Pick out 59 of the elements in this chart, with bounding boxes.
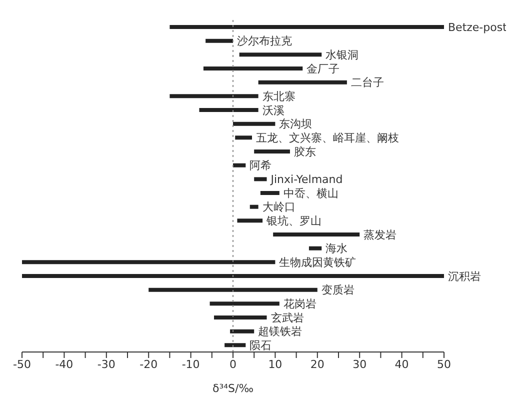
bar bbox=[250, 204, 258, 209]
x-tick-label: -50 bbox=[13, 358, 31, 371]
x-tick-label: 20 bbox=[310, 358, 324, 371]
bar bbox=[260, 191, 280, 195]
bar bbox=[170, 25, 444, 29]
x-tick-label: 0 bbox=[230, 358, 236, 371]
y-tick-label: 五龙、文兴寨、峪耳崖、阚枝 bbox=[256, 132, 399, 145]
y-tick-label: 沉积岩 bbox=[448, 270, 481, 283]
bar bbox=[233, 122, 276, 126]
y-tick-label: 陨石 bbox=[250, 339, 272, 352]
bar bbox=[199, 108, 258, 112]
bar bbox=[210, 302, 280, 306]
y-tick-label: 水银洞 bbox=[326, 48, 359, 62]
bar bbox=[206, 38, 233, 43]
y-tick-label: 胶东 bbox=[294, 145, 316, 158]
y-tick-label: 玄武岩 bbox=[270, 311, 304, 324]
y-tick-label: 花岗岩 bbox=[283, 298, 316, 311]
y-tick-label: 东北寨 bbox=[262, 90, 296, 104]
x-tick-label: 30 bbox=[352, 358, 367, 371]
y-tick-label: 超镁铁岩 bbox=[258, 325, 302, 338]
y-tick-label: Jinxi-Yelmand bbox=[270, 173, 343, 186]
y-tick-label: 二台子 bbox=[350, 76, 384, 90]
bar bbox=[148, 288, 318, 292]
bar bbox=[254, 177, 267, 182]
x-tick-label: 50 bbox=[437, 358, 451, 371]
y-tick-label: 沃溪 bbox=[262, 104, 284, 117]
bar bbox=[230, 329, 254, 334]
bar bbox=[22, 260, 276, 264]
y-tick-label: 大岭口 bbox=[262, 200, 296, 214]
bar bbox=[235, 136, 252, 140]
bar bbox=[239, 52, 322, 57]
y-tick-label: 变质岩 bbox=[321, 284, 354, 297]
bar bbox=[203, 66, 303, 70]
bar bbox=[170, 94, 258, 98]
bar bbox=[273, 232, 360, 236]
x-tick-label: 10 bbox=[268, 358, 282, 371]
y-tick-label: 沙尔布拉克 bbox=[237, 34, 292, 48]
bar bbox=[224, 343, 246, 348]
bar bbox=[237, 218, 263, 223]
x-tick-label: -20 bbox=[140, 358, 158, 371]
bar bbox=[254, 150, 290, 154]
bar bbox=[22, 274, 444, 278]
bar bbox=[233, 163, 246, 168]
y-tick-label: 海水 bbox=[326, 242, 348, 256]
bar bbox=[258, 80, 347, 84]
x-tick-label: 40 bbox=[394, 358, 409, 371]
y-tick-label: 蒸发岩 bbox=[364, 228, 397, 242]
y-tick-label: 银坑、罗山 bbox=[266, 214, 322, 228]
y-tick-label: 阿希 bbox=[250, 159, 272, 172]
y-tick-label: 中岙、横山 bbox=[283, 186, 338, 200]
x-tick-label: -30 bbox=[97, 358, 116, 371]
x-axis-title: δ³⁴S/‰ bbox=[212, 382, 254, 395]
y-tick-label: 东沟坝 bbox=[279, 118, 312, 131]
bar bbox=[214, 316, 267, 320]
y-tick-label: 金厂子 bbox=[306, 62, 340, 76]
bar bbox=[308, 246, 322, 250]
x-tick-label: -40 bbox=[55, 358, 74, 371]
x-tick-label: -10 bbox=[182, 358, 200, 371]
y-tick-label: 生物成因黄铁矿 bbox=[279, 256, 356, 270]
